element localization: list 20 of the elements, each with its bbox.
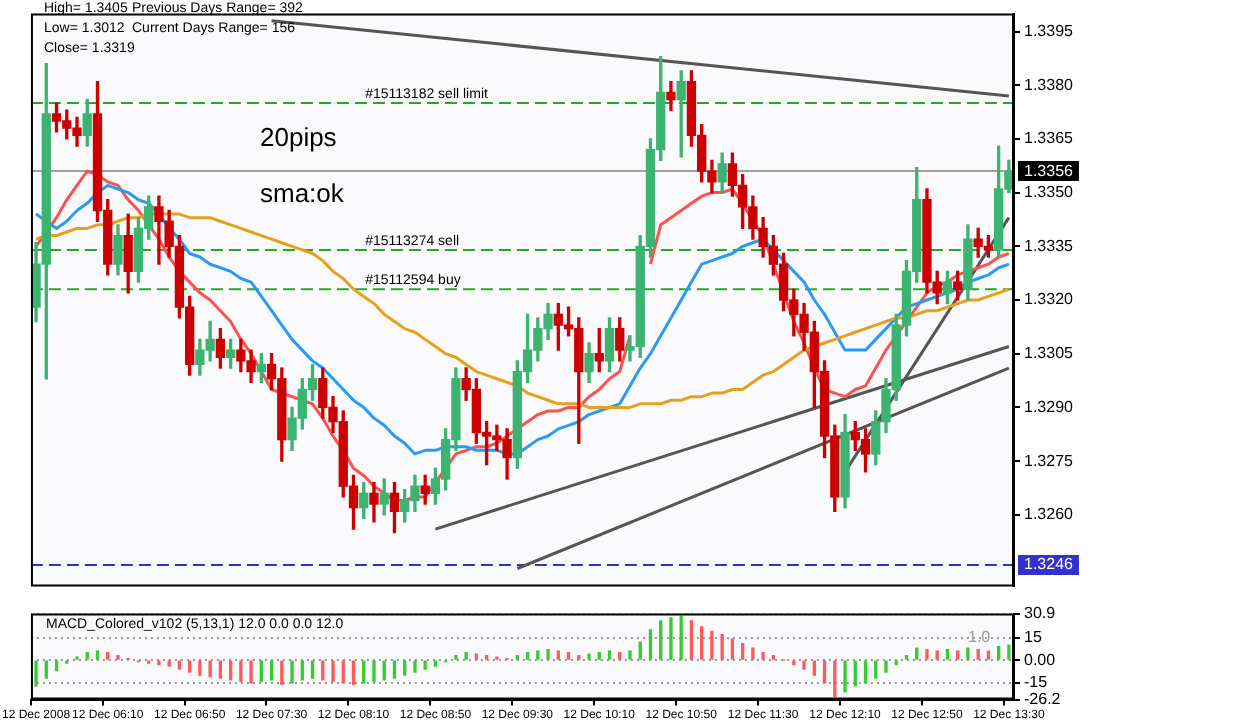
y-tick-label: 1.3395 (1024, 21, 1075, 40)
y-tick-label: -15 (1024, 673, 1049, 692)
y-tick-label: 1.3380 (1024, 75, 1075, 94)
y-tick-label: 1.3335 (1024, 236, 1075, 255)
ref-line-label: 1.3356 (1024, 161, 1075, 180)
y-tick-label: 0.00 (1024, 650, 1057, 669)
y-tick-label: 1.3260 (1024, 505, 1075, 524)
y-tick-label: 1.3305 (1024, 344, 1075, 363)
y-tick-label: 1.3275 (1024, 451, 1075, 470)
annotation: sma:ok (260, 178, 344, 208)
y-tick-label: 1.3290 (1024, 397, 1075, 416)
y-tick-label: -26.2 (1024, 690, 1062, 709)
y-tick-label: 1.3365 (1024, 129, 1075, 148)
y-tick-label: 30.9 (1024, 604, 1057, 623)
y-tick-label: 1.3320 (1024, 290, 1075, 309)
y-tick-label: 1.3350 (1024, 183, 1075, 202)
annotation: 1.0 (968, 628, 991, 646)
ref-line-label: 1.3246 (1024, 555, 1075, 574)
y-tick-label: 15 (1024, 627, 1043, 646)
annotation: 20pips (260, 122, 337, 152)
